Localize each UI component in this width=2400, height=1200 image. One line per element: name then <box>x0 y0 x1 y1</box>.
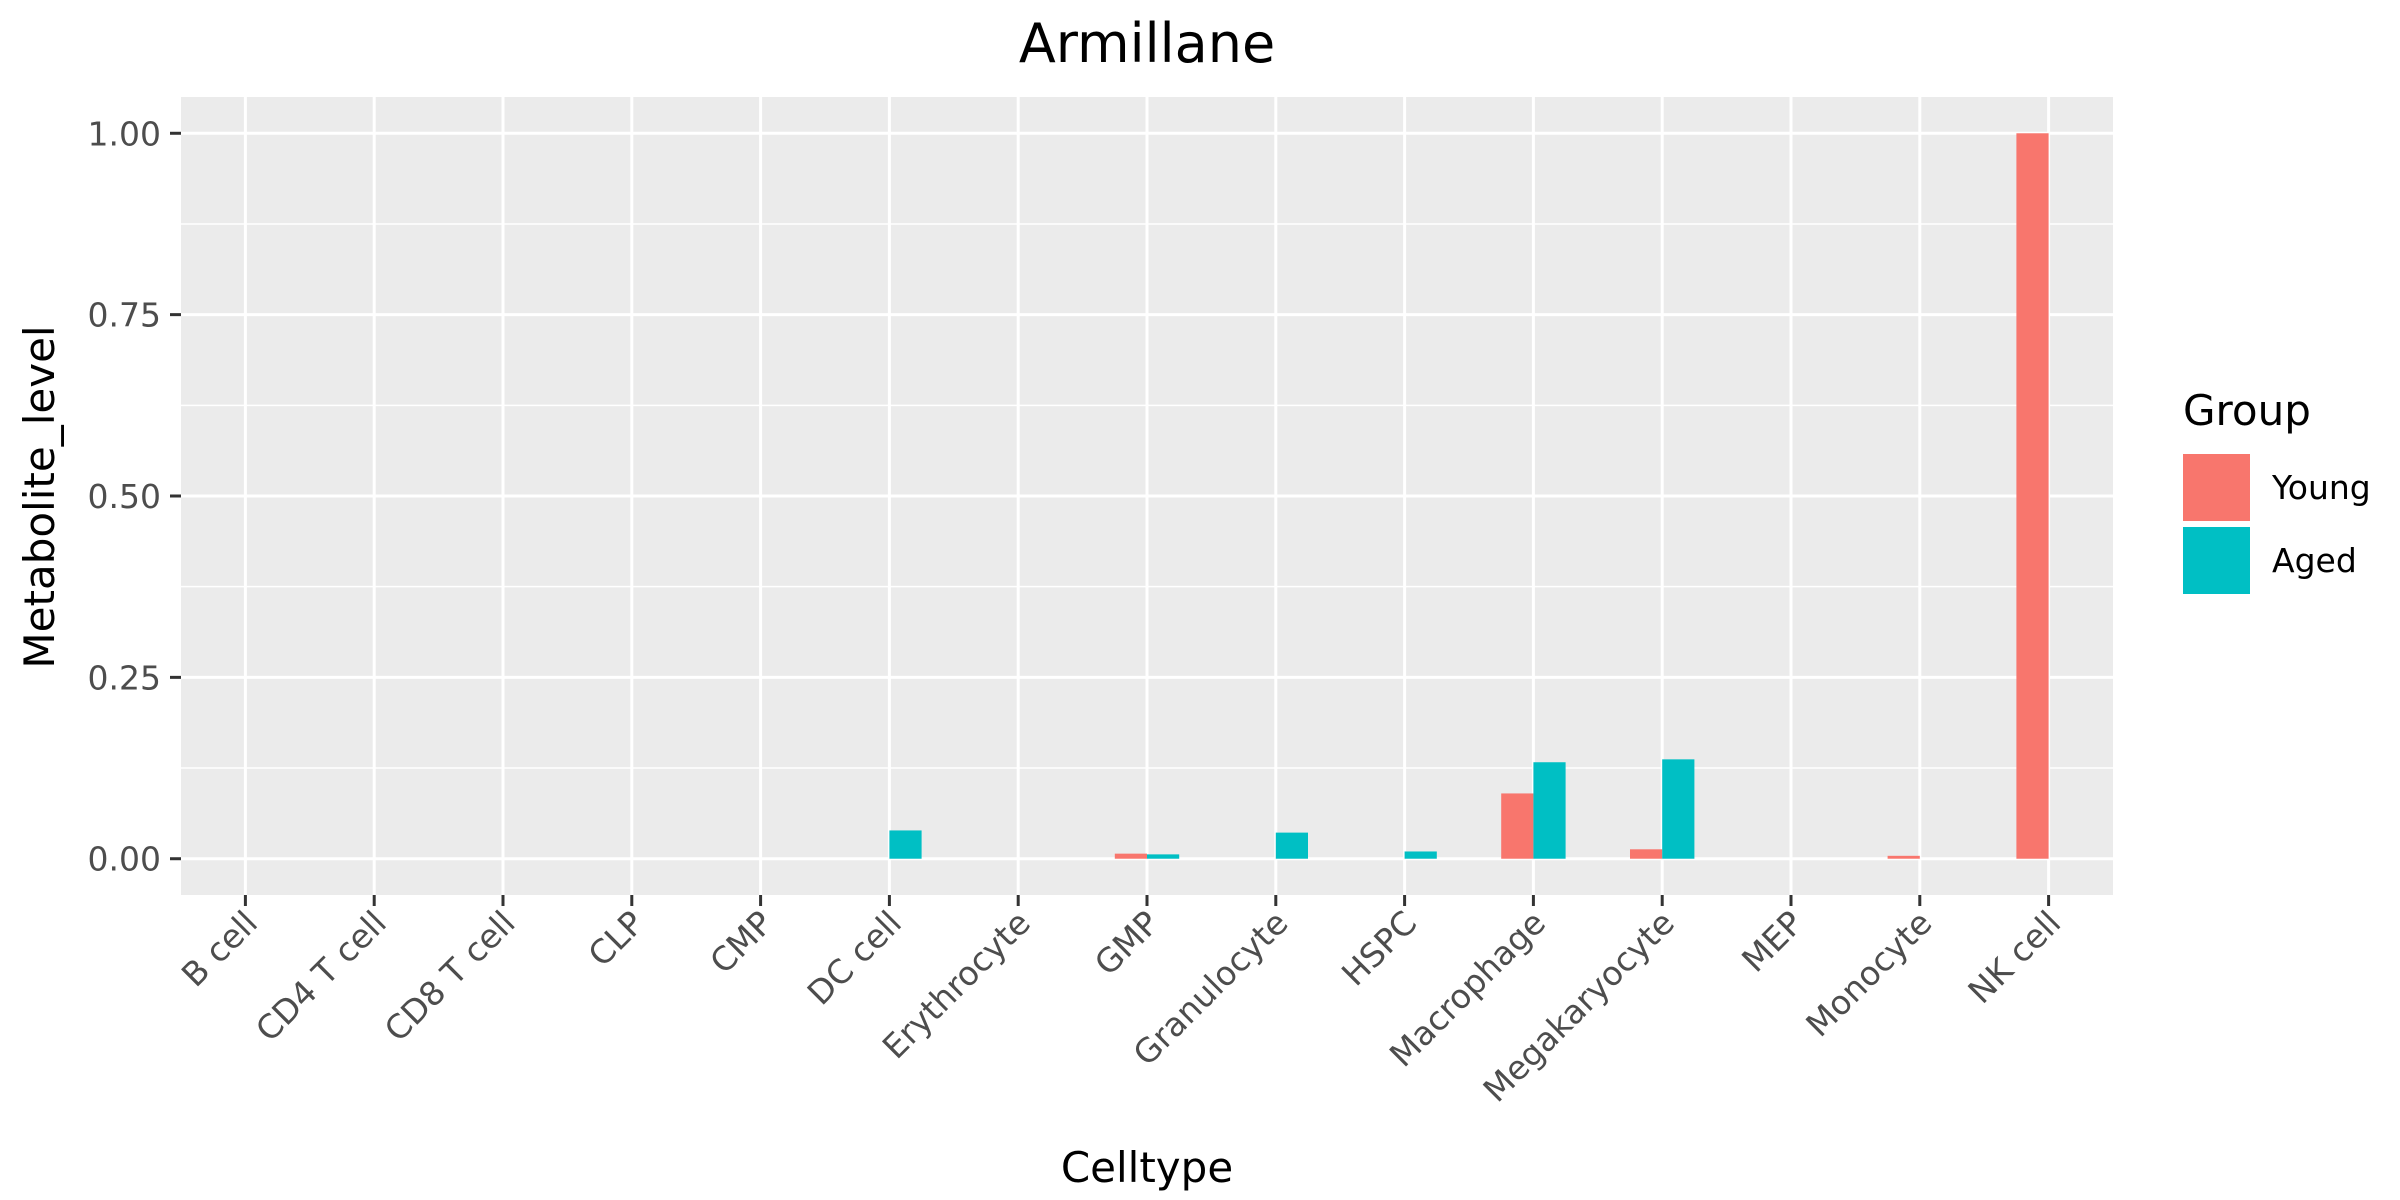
chart-title: Armillane <box>1019 12 1275 75</box>
x-tick-label: CD4 T cell <box>248 903 394 1049</box>
x-tick-label: HSPC <box>1334 903 1424 993</box>
bar-aged-dc-cell <box>889 830 922 859</box>
x-tick-label: NK cell <box>1960 903 2068 1011</box>
y-tick-label: 0.00 <box>88 840 161 879</box>
legend-label-young: Young <box>2271 468 2371 507</box>
y-tick-label: 0.25 <box>88 658 161 697</box>
legend-key-young <box>2183 454 2250 521</box>
x-tick-label: CD8 T cell <box>377 903 523 1049</box>
bar-aged-megakaryocyte <box>1662 759 1695 859</box>
bar-young-macrophage <box>1501 793 1534 859</box>
x-tick-label: B cell <box>174 903 265 994</box>
legend-label-aged: Aged <box>2272 541 2357 580</box>
legend: Group Young Aged <box>2183 386 2371 594</box>
bar-aged-gmp <box>1147 854 1180 859</box>
bar-young-megakaryocyte <box>1630 849 1663 859</box>
legend-title: Group <box>2183 386 2311 435</box>
major-gridlines <box>181 97 2113 895</box>
y-axis: 0.00 0.25 0.50 0.75 1.00 <box>88 114 181 879</box>
x-tick-label: Monocyte <box>1798 903 1939 1044</box>
x-tick-label: CLP <box>581 903 652 974</box>
y-axis-title: Metabolite_level <box>15 325 64 668</box>
x-tick-label: MEP <box>1734 903 1811 980</box>
x-tick-label: CMP <box>702 903 780 981</box>
x-axis-title: Celltype <box>1061 1143 1233 1192</box>
bars <box>889 133 2049 859</box>
bar-young-gmp <box>1114 853 1147 859</box>
y-tick-label: 0.75 <box>88 296 161 335</box>
bar-young-monocyte <box>1887 855 1920 859</box>
bar-aged-hspc <box>1404 851 1437 859</box>
bar-aged-macrophage <box>1533 762 1566 859</box>
y-tick-label: 1.00 <box>88 114 161 153</box>
bar-aged-granulocyte <box>1275 832 1308 859</box>
x-tick-label: DC cell <box>800 903 909 1012</box>
y-tick-label: 0.50 <box>88 477 161 516</box>
legend-key-aged <box>2183 527 2250 594</box>
x-tick-label: GMP <box>1087 903 1167 983</box>
bar-young-nk-cell <box>2016 133 2049 859</box>
